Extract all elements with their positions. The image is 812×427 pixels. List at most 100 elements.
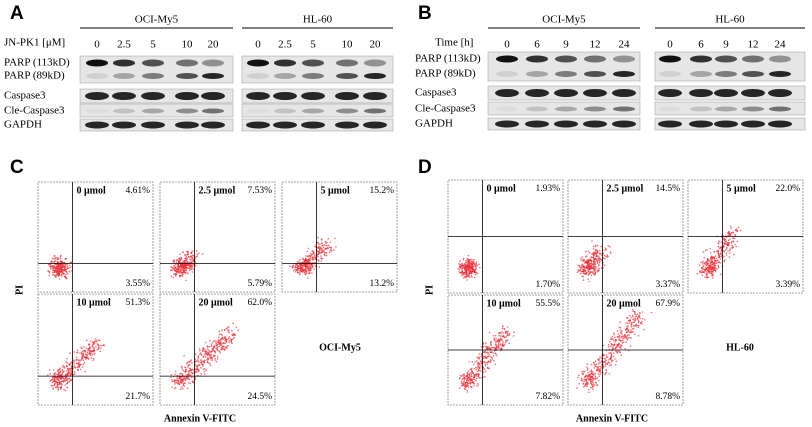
event-dot: [53, 260, 55, 263]
event-dot: [591, 267, 594, 270]
event-dot: [62, 377, 65, 379]
event-dot: [485, 356, 488, 359]
event-dot: [303, 260, 306, 263]
event-dot: [183, 377, 186, 380]
event-dot: [475, 375, 478, 377]
event-dot: [587, 268, 589, 270]
blot-band: [555, 71, 577, 77]
event-dot: [459, 264, 462, 266]
event-dot: [593, 254, 595, 257]
event-dot: [228, 326, 230, 328]
cell-line-label: HL-60: [715, 14, 745, 26]
event-dot: [720, 255, 722, 258]
event-dot: [465, 381, 468, 384]
blot-band: [176, 59, 198, 67]
event-dot: [186, 271, 188, 273]
event-dot: [205, 350, 208, 353]
event-dot: [714, 269, 717, 271]
event-dot: [304, 257, 307, 260]
event-dot: [218, 345, 221, 348]
event-dot: [717, 251, 719, 253]
event-dot: [619, 329, 622, 332]
dose-label: 5 μmol: [727, 183, 756, 194]
blot-band: [336, 73, 358, 79]
event-dot: [469, 259, 472, 261]
blot-band: [526, 106, 548, 112]
event-dot: [68, 368, 71, 370]
event-dot: [589, 379, 592, 382]
event-dot: [706, 266, 709, 269]
event-dot: [320, 260, 323, 262]
event-dot: [59, 371, 62, 374]
event-dot: [84, 349, 87, 352]
event-dot: [732, 231, 734, 234]
blot-band: [741, 89, 765, 97]
event-dot: [616, 351, 618, 354]
event-dot: [59, 369, 61, 372]
lower-right-pct: 21.7%: [125, 392, 150, 402]
event-dot: [86, 351, 89, 354]
event-dot: [464, 276, 467, 279]
event-dot: [629, 331, 631, 334]
event-dot: [487, 348, 489, 350]
event-dot: [709, 260, 711, 263]
event-dot: [237, 329, 239, 332]
event-dot: [294, 270, 297, 273]
event-dot: [88, 352, 91, 355]
event-dot: [592, 272, 594, 275]
event-dot: [465, 384, 468, 386]
event-dot: [200, 367, 202, 369]
event-dot: [184, 379, 187, 382]
event-dot: [594, 253, 597, 255]
cell-line-label: HL-60: [303, 14, 333, 26]
event-dot: [467, 272, 469, 274]
event-dot: [297, 269, 300, 271]
event-dot: [188, 378, 191, 381]
event-dot: [48, 369, 51, 371]
event-dot: [215, 343, 217, 345]
event-dot: [508, 332, 511, 335]
event-dot: [701, 271, 703, 273]
event-dot: [459, 377, 461, 379]
event-dot: [186, 257, 188, 259]
event-dot: [61, 373, 64, 375]
event-dot: [625, 331, 628, 334]
event-dot: [604, 249, 606, 251]
event-dot: [463, 374, 466, 377]
event-dot: [498, 345, 500, 347]
event-dot: [632, 331, 635, 333]
event-dot: [473, 276, 476, 279]
blot-band: [769, 71, 791, 77]
event-dot: [622, 335, 624, 337]
event-dot: [475, 261, 478, 263]
event-dot: [582, 383, 584, 385]
event-dot: [498, 341, 500, 344]
event-dot: [464, 265, 466, 267]
event-dot: [188, 370, 190, 372]
event-dot: [48, 274, 51, 277]
event-dot: [465, 386, 467, 388]
event-dot: [185, 269, 188, 272]
event-dot: [187, 264, 190, 267]
event-dot: [304, 263, 306, 266]
event-dot: [194, 363, 197, 366]
event-dot: [302, 269, 304, 271]
event-dot: [62, 272, 64, 274]
event-dot: [620, 336, 623, 338]
event-dot: [729, 233, 732, 236]
event-dot: [472, 382, 475, 385]
lower-right-pct: 3.39%: [775, 280, 800, 290]
event-dot: [185, 362, 188, 365]
event-dot: [199, 361, 202, 364]
event-dot: [216, 355, 219, 358]
event-dot: [190, 369, 193, 372]
event-dot: [578, 374, 580, 377]
event-dot: [582, 258, 584, 261]
event-dot: [292, 265, 295, 268]
event-dot: [52, 273, 55, 276]
event-dot: [317, 243, 320, 245]
upper-right-pct: 15.2%: [369, 186, 394, 196]
event-dot: [586, 264, 588, 267]
event-dot: [472, 260, 475, 263]
event-dot: [702, 268, 705, 270]
